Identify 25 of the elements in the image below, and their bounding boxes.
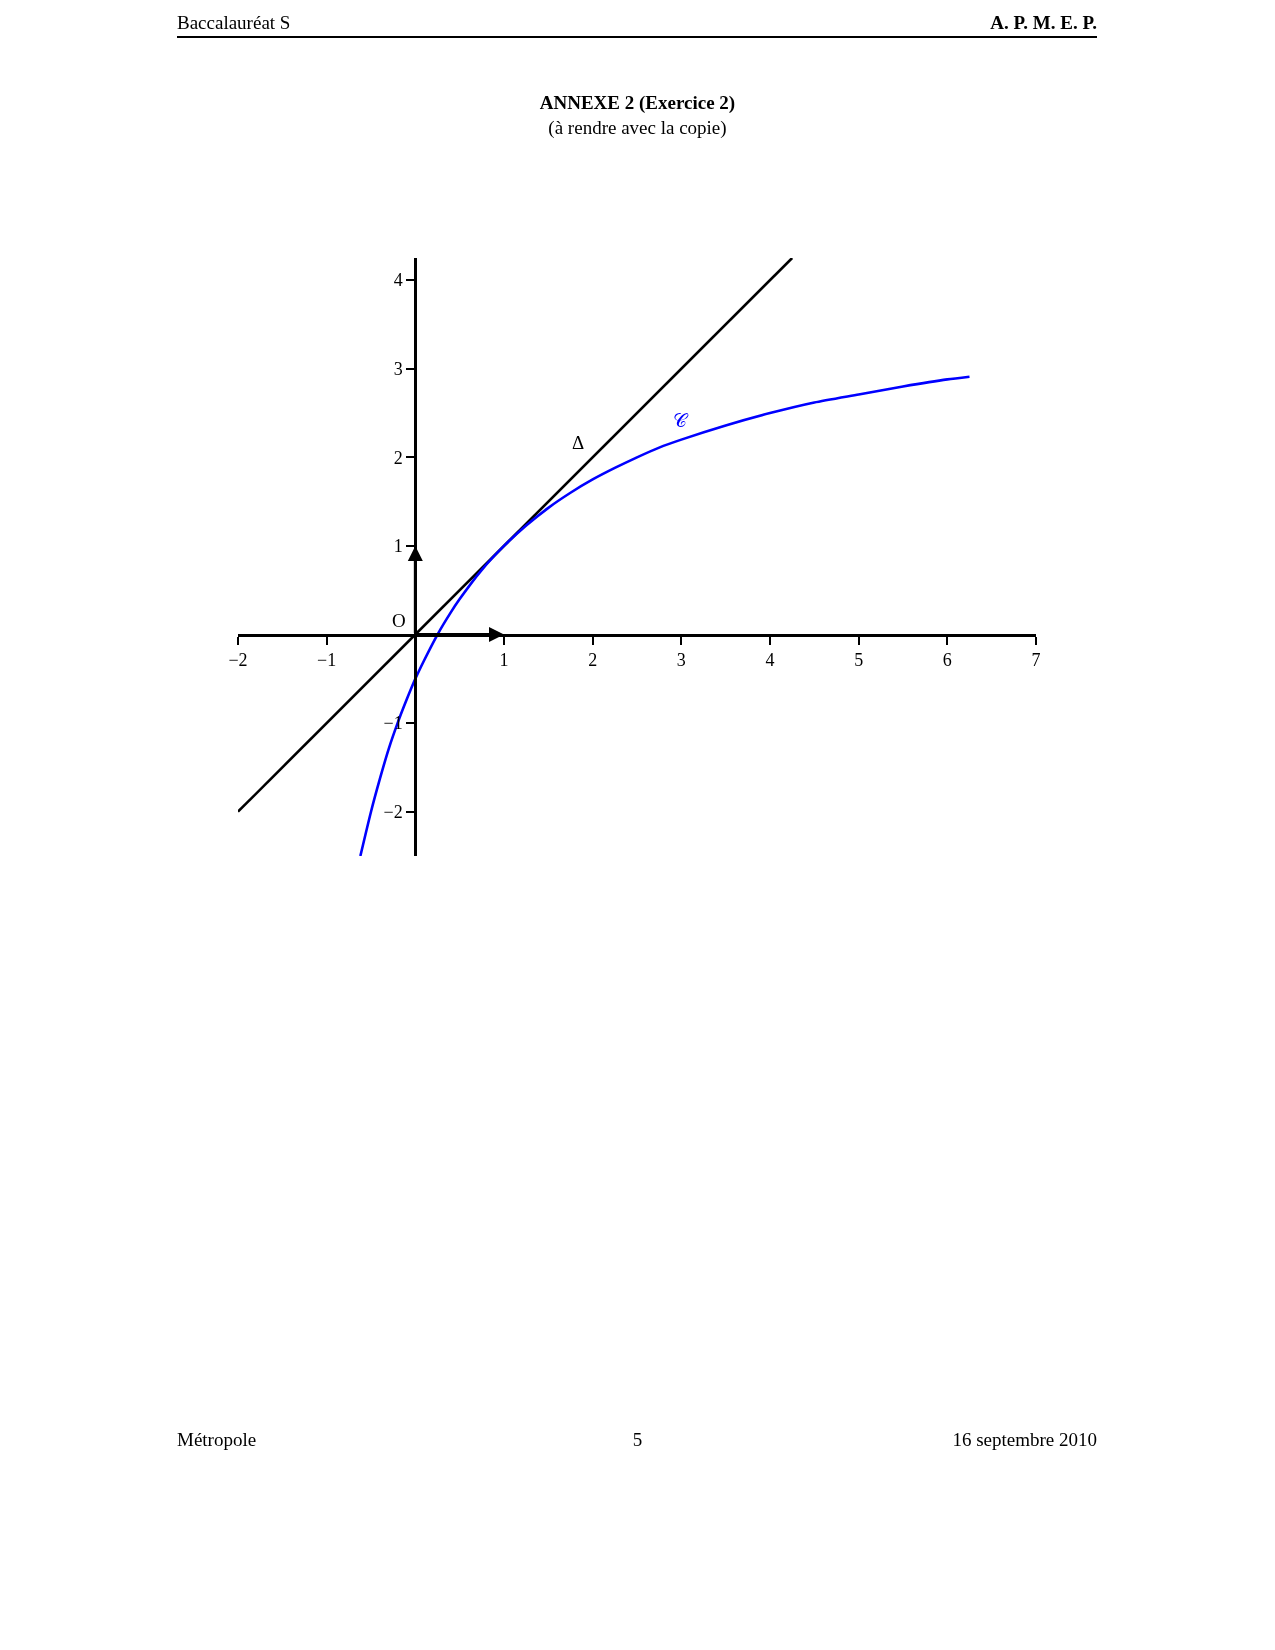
y-tick-label: 4 xyxy=(393,270,403,291)
text: 5 xyxy=(632,1429,643,1450)
line-series xyxy=(359,375,971,856)
text: Baccalauréat S xyxy=(177,12,291,34)
x-tick-label: 2 xyxy=(588,650,598,671)
annotation: O xyxy=(392,610,406,631)
x-tick-label: 4 xyxy=(765,650,775,671)
x-tick-label: 6 xyxy=(942,650,952,671)
text: Métropole xyxy=(177,1429,257,1451)
x-tick-label: 5 xyxy=(854,650,864,671)
y-tick-label: 2 xyxy=(393,447,403,468)
y-tick-label: −2 xyxy=(383,802,403,822)
x-tick-label: 7 xyxy=(1031,650,1041,671)
x-tick-label: 1 xyxy=(499,650,509,671)
y-tick-label: 1 xyxy=(393,536,403,557)
x-tick-label: −1 xyxy=(317,650,337,671)
x-tick-label: 3 xyxy=(676,650,686,671)
text: A. P. M. E. P. xyxy=(990,12,1097,34)
y-tick-label: 3 xyxy=(393,359,403,380)
series-label: 𝒞 xyxy=(673,410,689,431)
series-label: Δ xyxy=(572,432,585,453)
chart-subtitle: (à rendre avec la copie) xyxy=(547,117,728,139)
chart-title: ANNEXE 2 (Exercice 2) xyxy=(538,92,737,114)
text: 16 septembre 2010 xyxy=(952,1429,1097,1451)
x-tick-label: −2 xyxy=(228,650,248,671)
